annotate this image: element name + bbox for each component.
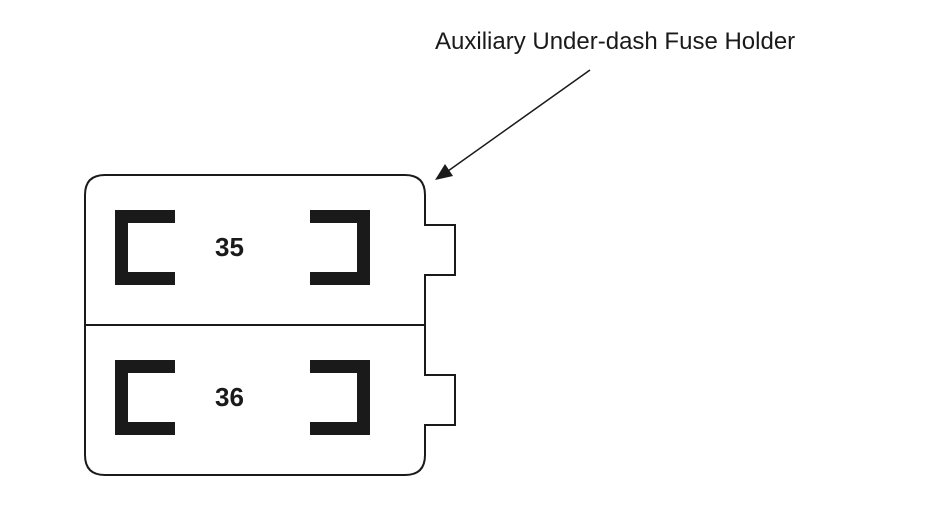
fuse-35-bracket-right [310, 210, 370, 285]
diagram-title: Auxiliary Under-dash Fuse Holder [435, 28, 795, 56]
fuse-36-bracket-right [310, 360, 370, 435]
fuse-36-bracket-left [115, 360, 175, 435]
fuse-number-36: 36 [215, 382, 244, 413]
arrow-line [441, 70, 590, 176]
fuse-35-bracket-left [115, 210, 175, 285]
fuse-holder-diagram [0, 0, 946, 523]
fuse-number-35: 35 [215, 232, 244, 263]
arrow-head [435, 164, 453, 180]
